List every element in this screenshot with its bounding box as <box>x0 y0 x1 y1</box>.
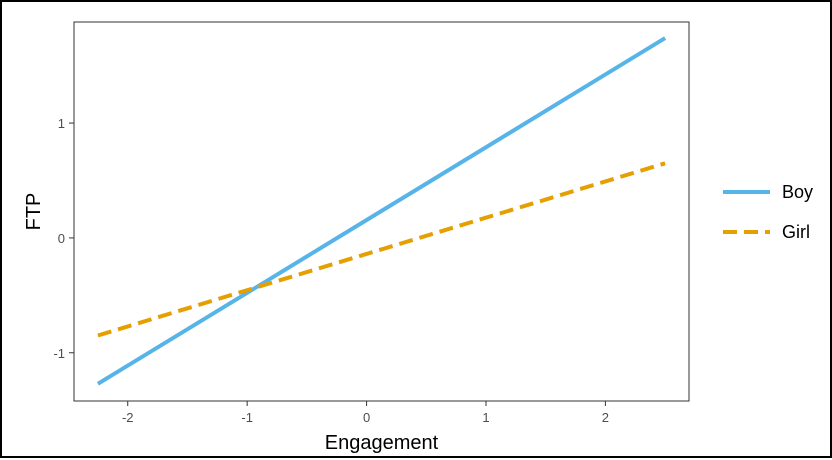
legend-label-girl: Girl <box>782 222 810 242</box>
y-tick-label: -1 <box>53 346 65 361</box>
y-axis-label: FTP <box>23 193 45 231</box>
y-tick-label: 0 <box>58 231 65 246</box>
series-line-girl <box>97 161 666 338</box>
x-axis: -2 -1 0 1 2 <box>122 401 609 425</box>
y-axis: -1 0 1 <box>53 116 74 361</box>
legend: Boy Girl <box>723 182 813 242</box>
series-lines <box>96 36 667 386</box>
x-tick-label: 0 <box>363 410 370 425</box>
x-tick-label: 1 <box>482 410 489 425</box>
x-tick-label: 2 <box>602 410 609 425</box>
y-tick-label: 1 <box>58 116 65 131</box>
series-line-boy <box>96 36 667 386</box>
legend-label-boy: Boy <box>782 182 813 202</box>
x-axis-label: Engagement <box>325 432 439 454</box>
x-tick-label: -1 <box>241 410 253 425</box>
x-tick-label: -2 <box>122 410 134 425</box>
